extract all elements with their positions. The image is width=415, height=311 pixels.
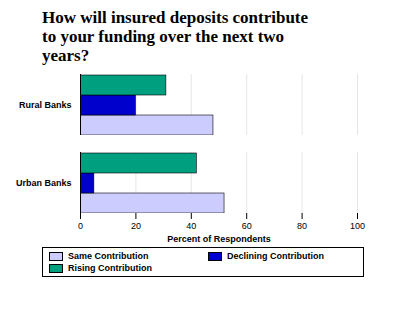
html-text:How will insured deposits cont: How will insured deposits contribute to … (42, 8, 309, 65)
svg-text:Urban Banks: Urban Banks (16, 178, 72, 188)
svg-text:Rural Banks: Rural Banks (19, 100, 72, 110)
svg-text:0: 0 (78, 221, 83, 231)
svg-text:Percent of Respondents: Percent of Respondents (167, 234, 271, 244)
svg-text:100: 100 (350, 221, 365, 231)
svg-text:40: 40 (186, 221, 196, 231)
svg-text:80: 80 (297, 221, 307, 231)
html-text:Same Contribution: Same Contribution (68, 251, 149, 261)
svg-text:20: 20 (131, 221, 141, 231)
svg-text:60: 60 (242, 221, 252, 231)
html-text:Declining Contribution: Declining Contribution (227, 251, 324, 261)
html-text:Rising Contribution: Rising Contribution (68, 263, 152, 273)
